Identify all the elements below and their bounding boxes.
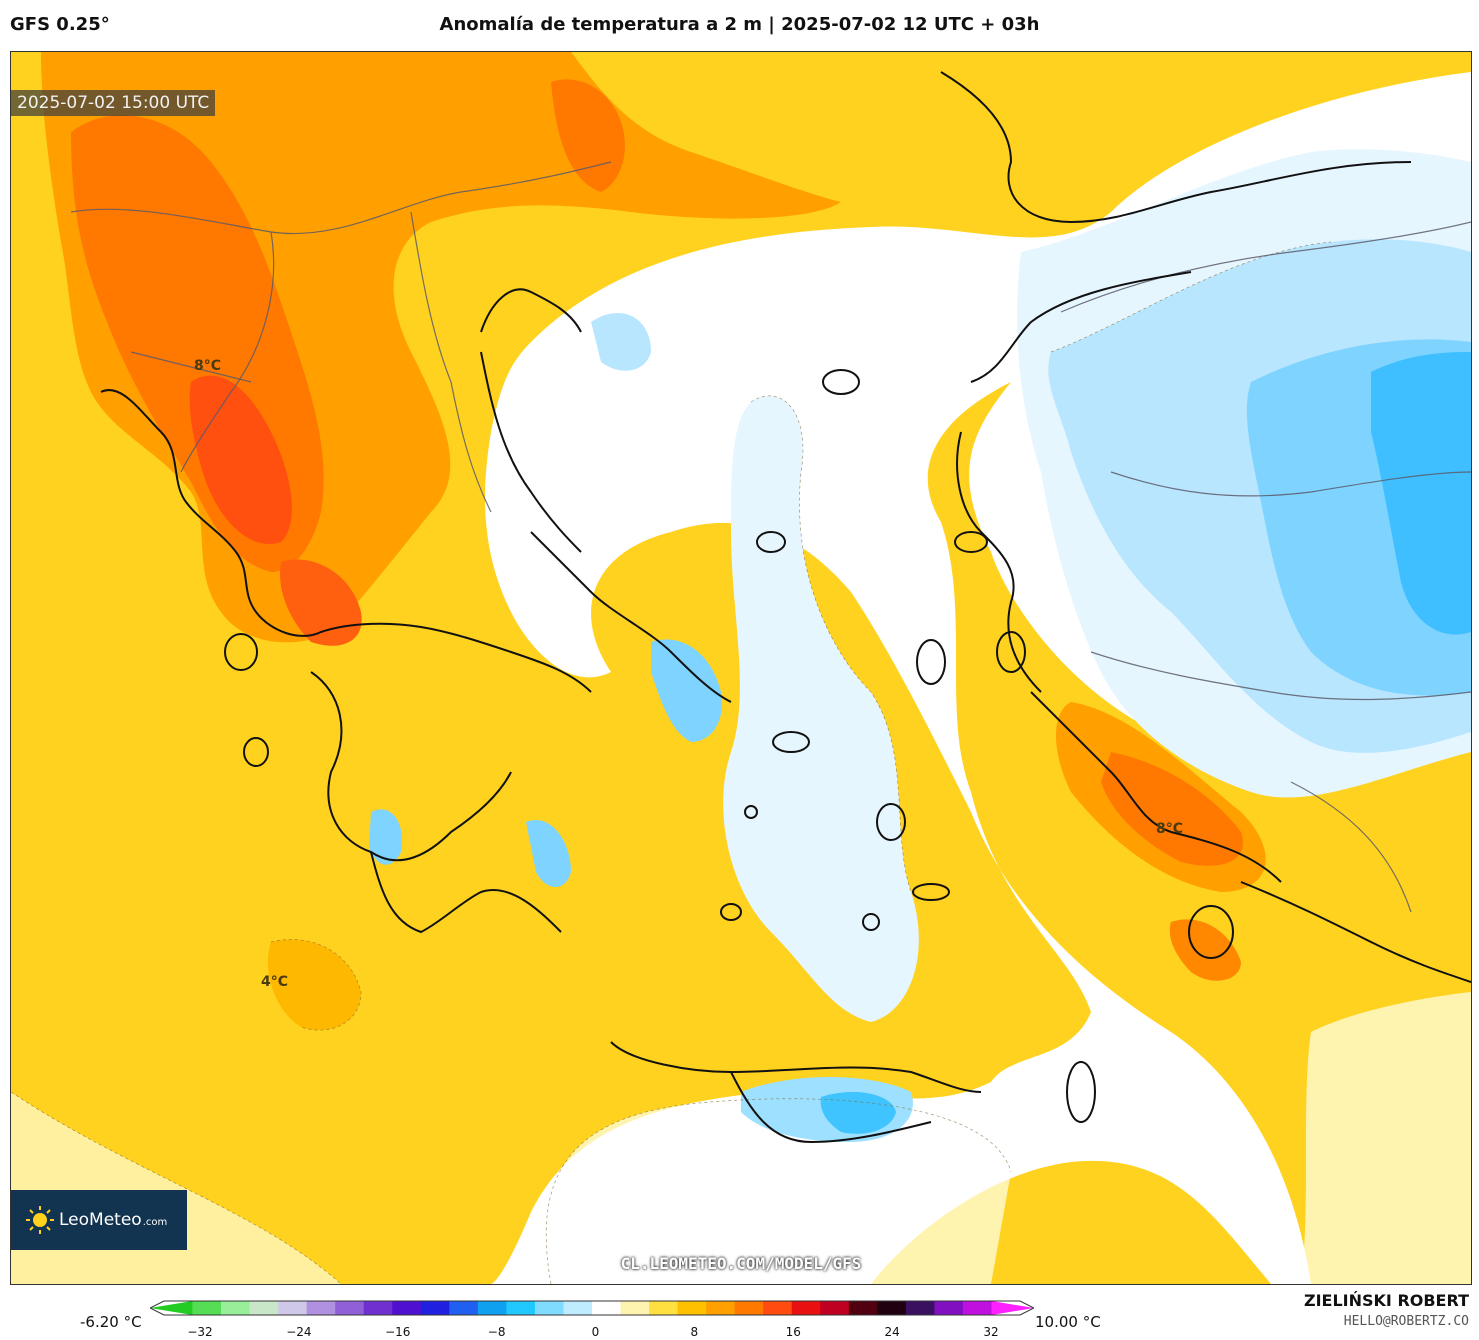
colorbar-swatch [335, 1301, 365, 1315]
colorbar-tick-label: −8 [487, 1325, 506, 1339]
warm-orange-area [1101, 752, 1243, 866]
leometeo-logo: LeoMeteo .com [11, 1190, 187, 1250]
warm-orange-area [551, 79, 625, 192]
author-name: ZIELIŃSKI ROBERT [1303, 1291, 1469, 1310]
isoline-label: 4°C [261, 974, 289, 990]
colorbar-tick-label: 24 [884, 1325, 900, 1339]
colorbar-swatch [706, 1301, 736, 1315]
colorbar-swatch [962, 1301, 992, 1315]
colorbar-swatch [534, 1301, 564, 1315]
colorbar-tick-label: −32 [187, 1325, 213, 1339]
colorbar-swatch [763, 1301, 793, 1315]
colorbar-swatch [150, 1301, 193, 1315]
country-borders [70, 161, 1471, 913]
isoline-label: 8°C [1156, 821, 1184, 837]
colorbar-swatch [477, 1301, 507, 1315]
colorbar-swatch [363, 1301, 393, 1315]
colorbar-swatch [249, 1301, 279, 1315]
colorbar-swatch [392, 1301, 422, 1315]
colorbar-min-label: -6.20 °C [80, 1313, 142, 1331]
isoline-label: 8°C [194, 358, 222, 374]
anomaly-map [11, 52, 1471, 1284]
colorbar [150, 1300, 1034, 1316]
light-yellow-area [1301, 992, 1471, 1284]
colorbar-swatch [506, 1301, 536, 1315]
colorbar-swatch [306, 1301, 336, 1315]
hot-area [189, 375, 292, 544]
colorbar-swatch [449, 1301, 479, 1315]
colorbar-swatch [563, 1301, 593, 1315]
colorbar-swatch [420, 1301, 450, 1315]
colorbar-swatch [877, 1301, 907, 1315]
blue-spot [526, 820, 571, 887]
colorbar-swatch [592, 1301, 622, 1315]
colorbar-tick-label: 16 [785, 1325, 801, 1339]
blue-spot [820, 1092, 896, 1134]
blue-spot [591, 313, 651, 371]
colorbar-max-label: 10.00 °C [1035, 1313, 1101, 1331]
colorbar-swatch [278, 1301, 308, 1315]
author-email: HELLO@ROBERTZ.CO [1343, 1314, 1469, 1329]
colorbar-swatch [934, 1301, 964, 1315]
colorbar-outline [150, 1300, 1034, 1316]
map-title: Anomalía de temperatura a 2 m | 2025-07-… [439, 14, 1040, 35]
colorbar-tick-label: −24 [286, 1325, 312, 1339]
contour-lines [11, 241, 1332, 1284]
colorbar-tick-label: 0 [591, 1325, 600, 1339]
source-watermark: CL.LEOMETEO.COM/MODEL/GFS [620, 1254, 862, 1273]
colorbar-swatch [192, 1301, 222, 1315]
islands [224, 369, 1234, 1123]
coastlines [100, 71, 1471, 1144]
colorbar-swatch [905, 1301, 935, 1315]
hot-area [280, 559, 362, 646]
colorbar-swatch [791, 1301, 821, 1315]
colorbar-tick-label: 8 [690, 1325, 699, 1339]
colorbar-swatch [734, 1301, 764, 1315]
colorbar-swatch [991, 1301, 1034, 1315]
colorbar-swatch [820, 1301, 850, 1315]
colorbar-swatch [620, 1301, 650, 1315]
valid-time-badge: 2025-07-02 15:00 UTC [11, 90, 216, 116]
colorbar-swatch [677, 1301, 707, 1315]
logo-text: LeoMeteo [59, 1210, 142, 1230]
orange-area [267, 939, 361, 1031]
colorbar-tick-label: −16 [385, 1325, 411, 1339]
deep-blue-area [1371, 352, 1471, 635]
colorbar-tick-label: 32 [983, 1325, 999, 1339]
blue-spot [651, 639, 722, 742]
map-panel: 2025-07-02 15:00 UTC 8°C 4°C 8°C LeoMete… [10, 51, 1472, 1285]
colorbar-swatch [221, 1301, 251, 1315]
colorbar-swatch [848, 1301, 878, 1315]
colorbar-swatch [649, 1301, 679, 1315]
model-name: GFS 0.25° [10, 14, 110, 35]
logo-suffix: .com [142, 1217, 168, 1228]
blue-spot [369, 809, 402, 865]
sun-icon [26, 1206, 54, 1234]
warm-orange-area [1169, 919, 1241, 981]
